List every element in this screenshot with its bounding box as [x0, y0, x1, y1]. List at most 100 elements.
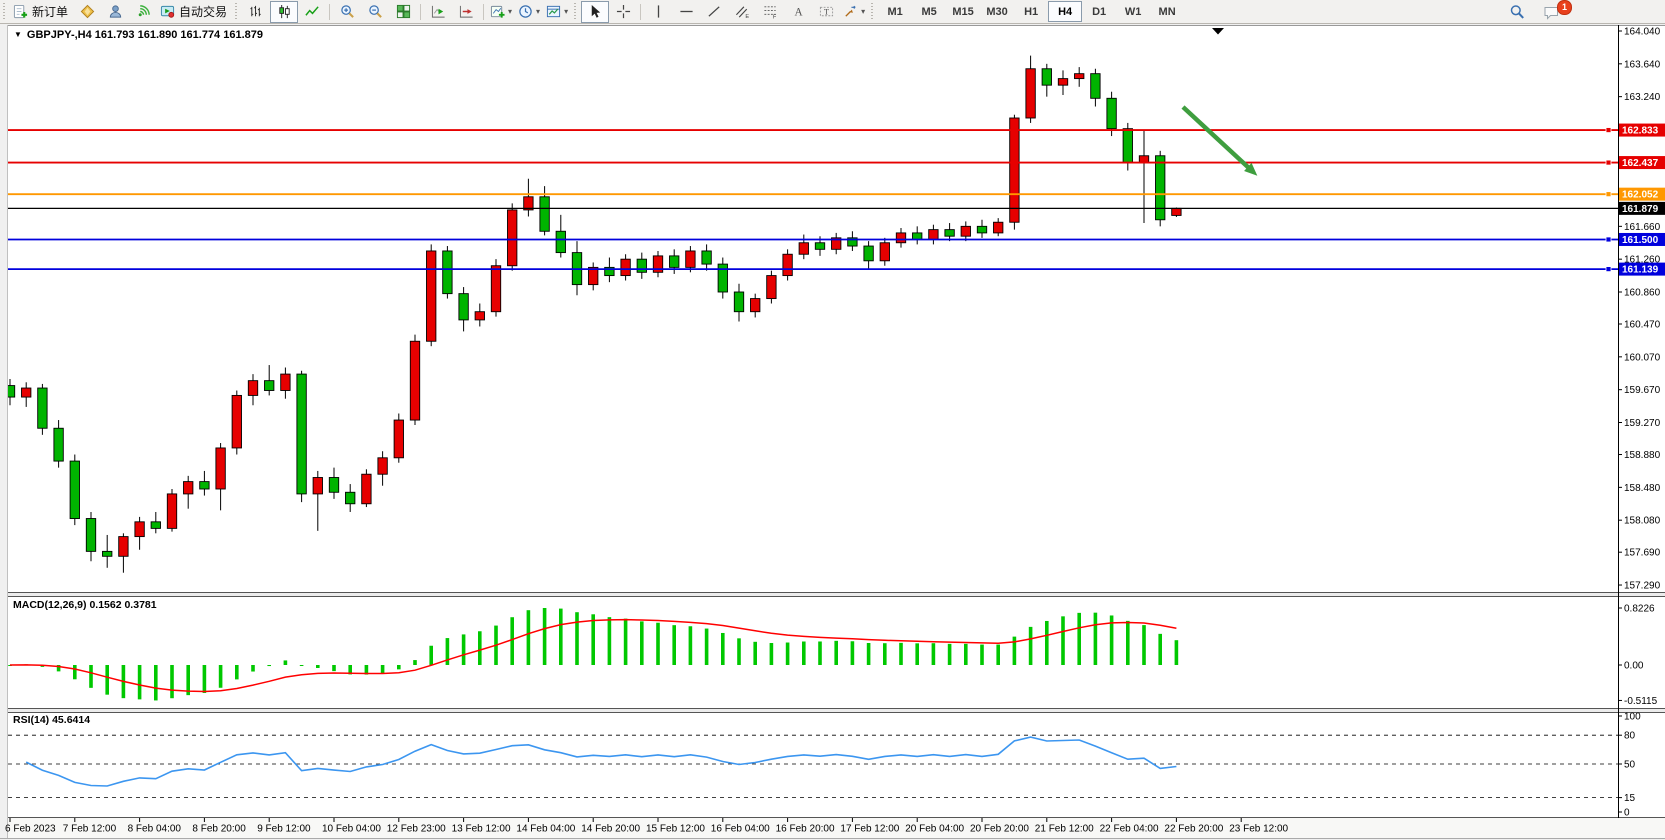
- svg-text:T: T: [824, 6, 829, 16]
- toolbar-gripper[interactable]: [233, 3, 241, 20]
- new-chart-button[interactable]: ▾: [487, 1, 515, 23]
- bar-chart-icon: [249, 4, 264, 19]
- timeframe-m1[interactable]: M1: [887, 5, 903, 18]
- svg-text:159.670: 159.670: [1624, 385, 1661, 396]
- chart-shift-icon: [459, 4, 474, 19]
- chart-collapse-icon[interactable]: ▼: [14, 30, 22, 39]
- text-label-button[interactable]: T: [812, 1, 840, 23]
- cursor-button[interactable]: [581, 0, 610, 23]
- level-line-162.437[interactable]: 162.437: [8, 156, 1665, 170]
- time-axis[interactable]: [8, 818, 1665, 838]
- timeframe-m30[interactable]: M30: [986, 5, 1008, 18]
- horizontal-line-button[interactable]: [672, 1, 700, 23]
- vertical-line-button[interactable]: [644, 1, 672, 23]
- add-chart-icon: [490, 4, 505, 19]
- level-line-161.500[interactable]: 161.500: [8, 232, 1665, 246]
- chart-title: ▼ GBPJPY-,H4 161.793 161.890 161.774 161.…: [14, 29, 263, 41]
- svg-text:20 Feb 04:00: 20 Feb 04:00: [905, 824, 964, 835]
- svg-text:9 Feb 12:00: 9 Feb 12:00: [257, 824, 311, 835]
- zoom-in-button[interactable]: [333, 1, 361, 23]
- svg-text:0.00: 0.00: [1624, 661, 1644, 672]
- auto-scroll-icon: [431, 4, 446, 19]
- vline-icon: [651, 4, 666, 19]
- toolbar-right: 1: [1503, 0, 1572, 23]
- rsi-axis-labels: 100 80 50 15 0: [1618, 712, 1641, 819]
- arrows-icon: [843, 4, 858, 19]
- svg-text:0.8226: 0.8226: [1624, 603, 1655, 614]
- search-button[interactable]: [1503, 1, 1531, 23]
- rsi-indicator-label: RSI(14) 45.6414: [13, 714, 91, 726]
- rsi-line: [25, 736, 1177, 787]
- label-icon: T: [819, 4, 834, 19]
- price-axis-ticks: 164.040 163.640 163.240 161.660 161.260 160.8…: [1618, 26, 1661, 592]
- tile-windows-icon: [396, 4, 411, 19]
- auto-scroll-button[interactable]: [424, 1, 452, 23]
- svg-text:159.270: 159.270: [1624, 418, 1661, 429]
- bar-chart-button[interactable]: [242, 1, 270, 23]
- profile-button[interactable]: [101, 1, 129, 23]
- search-icon: [1509, 4, 1525, 20]
- autotrade-button[interactable]: 自动交易: [157, 1, 232, 23]
- timeframe-d1[interactable]: D1: [1092, 5, 1107, 18]
- macd-indicator-label: MACD(12,26,9) 0.1562 0.3781: [13, 599, 157, 611]
- svg-text:F: F: [772, 15, 776, 19]
- svg-text:161.660: 161.660: [1624, 222, 1661, 233]
- text-button[interactable]: A: [784, 1, 812, 23]
- equidistant-channel-button[interactable]: E: [728, 1, 756, 23]
- svg-text:50: 50: [1624, 760, 1636, 771]
- timeframe-mn[interactable]: MN: [1158, 5, 1176, 18]
- svg-text:80: 80: [1624, 731, 1636, 742]
- svg-text:22 Feb 04:00: 22 Feb 04:00: [1100, 824, 1159, 835]
- trendline-icon: [707, 4, 722, 19]
- svg-text:22 Feb 20:00: 22 Feb 20:00: [1164, 824, 1223, 835]
- level-line-162.052[interactable]: 162.052: [8, 187, 1665, 201]
- svg-text:160.470: 160.470: [1624, 320, 1661, 331]
- timeframe-m15[interactable]: M15: [952, 5, 974, 18]
- level-line-162.833[interactable]: 162.833: [8, 123, 1665, 137]
- level-line-161.139[interactable]: 161.139: [8, 262, 1665, 276]
- timeframe-m5[interactable]: M5: [921, 5, 937, 18]
- line-chart-button[interactable]: [298, 1, 326, 23]
- candlestick-icon: [277, 4, 292, 19]
- crosshair-button[interactable]: [609, 1, 637, 23]
- zoom-out-icon: [368, 4, 383, 19]
- toolbar-gripper[interactable]: [572, 3, 580, 20]
- timeframe-h4[interactable]: H4: [1048, 1, 1083, 22]
- deposit-button[interactable]: [73, 1, 101, 23]
- toolbar-gripper[interactable]: [1, 3, 8, 20]
- new-order-button[interactable]: 新订单: [10, 1, 73, 23]
- svg-text:14 Feb 20:00: 14 Feb 20:00: [581, 824, 640, 835]
- arrows-button[interactable]: ▾: [840, 1, 868, 23]
- tile-windows-button[interactable]: [389, 1, 417, 23]
- toolbar-separator: [420, 3, 422, 20]
- svg-text:100: 100: [1624, 712, 1641, 723]
- line-chart-icon: [304, 4, 320, 19]
- toolbar-gripper[interactable]: [869, 3, 877, 20]
- clock-icon: [518, 4, 533, 19]
- autotrade-icon: [160, 4, 175, 19]
- trend-arrow-annotation[interactable]: [1181, 105, 1258, 176]
- fibonacci-button[interactable]: F: [756, 1, 784, 23]
- svg-text:158.080: 158.080: [1624, 516, 1661, 527]
- candlestick-chart-button[interactable]: [270, 0, 299, 23]
- shift-marker-icon: [1212, 28, 1224, 35]
- zoom-in-icon: [340, 4, 355, 19]
- timeframe-w1[interactable]: W1: [1124, 5, 1142, 18]
- trendline-button[interactable]: [700, 1, 728, 23]
- timeframe-h1[interactable]: H1: [1024, 5, 1039, 18]
- macd-signal-line: [9, 618, 1177, 693]
- chart-canvas[interactable]: 164.040 163.640 163.240 161.660 161.260 160.8…: [0, 25, 1665, 840]
- chevron-down-icon: ▾: [536, 7, 541, 16]
- templates-button[interactable]: ▾: [543, 1, 571, 23]
- chart-shift-button[interactable]: [452, 1, 480, 23]
- svg-text:7 Feb 12:00: 7 Feb 12:00: [63, 824, 117, 835]
- time-axis-labels: 6 Feb 2023 7 Feb 12:00 8 Feb 04:00 8 Feb 20…: [5, 818, 1289, 835]
- signals-button[interactable]: [129, 1, 157, 23]
- svg-text:162.052: 162.052: [1622, 190, 1659, 201]
- user-icon: [108, 4, 123, 19]
- zoom-out-button[interactable]: [361, 1, 389, 23]
- svg-text:161.260: 161.260: [1624, 255, 1661, 266]
- current-price-line[interactable]: 161.879: [8, 201, 1665, 215]
- periods-button[interactable]: ▾: [515, 1, 543, 23]
